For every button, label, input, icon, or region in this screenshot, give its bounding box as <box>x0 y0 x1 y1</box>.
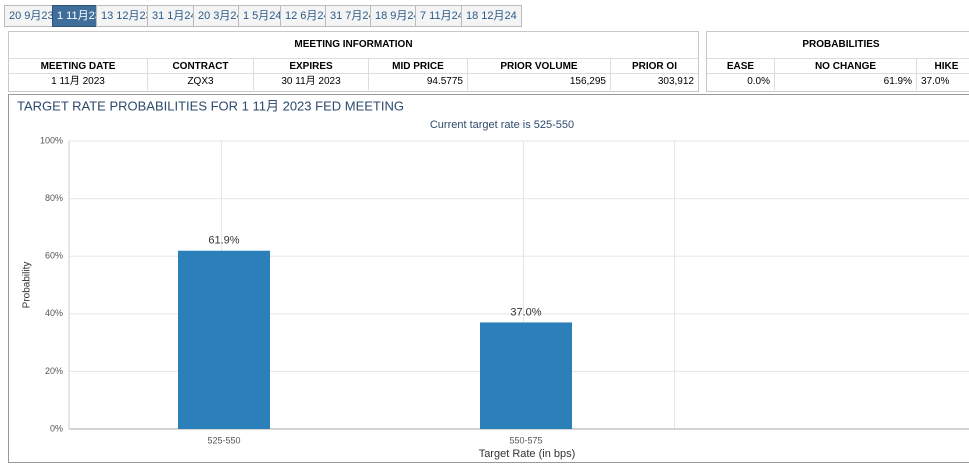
table-cell: 156,295 <box>468 74 611 90</box>
tab[interactable]: 20 9月23 <box>4 5 59 27</box>
tab[interactable]: 31 7月24 <box>325 5 380 27</box>
x-tick-label: 525-550 <box>207 435 240 445</box>
y-tick-label: 60% <box>45 251 63 261</box>
data-label: 37.0% <box>510 306 541 318</box>
bar <box>480 322 572 429</box>
tab[interactable]: 1 11月23 <box>52 5 106 27</box>
column-header: CONTRACT <box>148 58 254 74</box>
tab[interactable]: 18 9月24 <box>370 5 425 27</box>
column-header: PRIOR VOLUME <box>468 58 611 74</box>
column-header: PRIOR OI <box>611 58 698 74</box>
chart-panel: TARGET RATE PROBABILITIES FOR 1 11月 2023… <box>8 94 969 463</box>
table-cell: 1 11月 2023 <box>9 74 148 90</box>
chart-title: TARGET RATE PROBABILITIES FOR 1 11月 2023… <box>17 98 404 113</box>
table-cell: 94.5775 <box>369 74 468 90</box>
table-cell: 303,912 <box>611 74 698 90</box>
tab[interactable]: 1 5月24 <box>238 5 287 27</box>
table-cell: 30 11月 2023 <box>254 74 369 90</box>
column-header: EASE <box>707 58 775 74</box>
column-header: MEETING DATE <box>9 58 148 74</box>
y-tick-label: 0% <box>50 423 63 433</box>
y-tick-label: 100% <box>40 135 63 145</box>
chart: TARGET RATE PROBABILITIES FOR 1 11月 2023… <box>17 98 969 460</box>
table-cell: ZQX3 <box>148 74 254 90</box>
column-header: HIKE <box>917 58 969 74</box>
tab[interactable]: 13 12月23 <box>96 5 157 27</box>
y-tick-label: 20% <box>45 366 63 376</box>
x-tick-label: 550-575 <box>509 435 542 445</box>
column-header: EXPIRES <box>254 58 369 74</box>
table-cell: 61.9% <box>775 74 917 90</box>
table-title: MEETING INFORMATION <box>294 39 413 50</box>
data-label: 61.9% <box>208 235 239 247</box>
column-header: MID PRICE <box>369 58 468 74</box>
tab[interactable]: 7 11月24 <box>415 5 469 27</box>
column-header: NO CHANGE <box>775 58 917 74</box>
tab[interactable]: 20 3月24 <box>193 5 248 27</box>
table-title: PROBABILITIES <box>802 39 880 50</box>
y-tick-label: 40% <box>45 308 63 318</box>
y-axis-label: Probability <box>22 262 33 309</box>
chart-subtitle: Current target rate is 525-550 <box>430 119 574 131</box>
y-tick-label: 80% <box>45 193 63 203</box>
table-cell: 37.0% <box>917 74 969 90</box>
bar <box>178 250 270 429</box>
meeting-info-table: MEETING INFORMATION MEETING DATE 1 11月 202… <box>8 31 699 92</box>
tab[interactable]: 31 1月24 <box>147 5 202 27</box>
table-cell: 0.0% <box>707 74 775 90</box>
probabilities-table: PROBABILITIES EASE 0.0% NO CHANGE 61.9% HIKE 3… <box>706 31 969 92</box>
tab[interactable]: 18 12月24 <box>461 5 522 27</box>
x-axis-label: Target Rate (in bps) <box>479 448 576 460</box>
